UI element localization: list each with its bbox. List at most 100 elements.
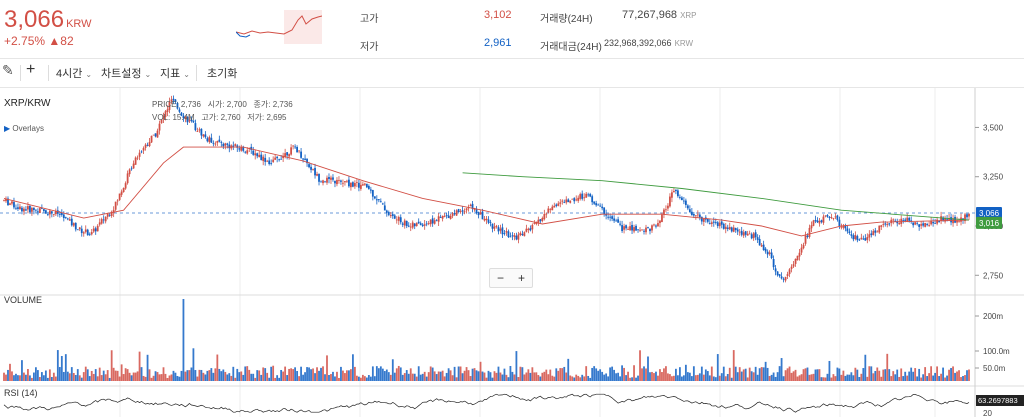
volume-bar <box>11 371 13 381</box>
candle-body <box>856 236 859 241</box>
candle-body <box>752 233 755 239</box>
candle-body <box>718 222 721 227</box>
reset-button[interactable]: 초기화 <box>207 68 238 80</box>
candle-body <box>497 227 500 232</box>
volume-bar <box>322 366 324 381</box>
candle-body <box>350 182 352 188</box>
candle-body <box>274 157 277 160</box>
volume-bar <box>385 369 388 381</box>
rsi-panel-label: RSI (14) <box>4 388 38 398</box>
volume-bar <box>282 371 285 381</box>
candle-body <box>11 201 13 204</box>
candle-body <box>29 205 31 213</box>
volume-bar <box>940 373 942 381</box>
volume-bar <box>625 375 627 381</box>
volume-bar <box>314 373 316 381</box>
candle-body <box>583 197 586 199</box>
volume-bar <box>808 374 811 381</box>
candle-body <box>451 213 454 217</box>
candle-body <box>104 216 107 222</box>
zoom-in-button[interactable]: + <box>517 271 525 285</box>
volume-bar <box>619 376 621 381</box>
candle-body <box>541 218 544 221</box>
volume-bar <box>35 367 37 381</box>
indicators-dropdown[interactable]: 지표 ⌄ <box>160 65 190 81</box>
candle-body <box>884 223 887 225</box>
candle-body <box>485 218 488 221</box>
volume-bar <box>473 368 476 381</box>
volume-bar <box>212 372 215 381</box>
volume-bar <box>956 371 958 381</box>
volume-bar <box>204 374 207 381</box>
volume-bar <box>208 370 211 381</box>
candle-body <box>375 199 378 201</box>
volume-bar <box>457 366 460 381</box>
volume-bar <box>15 373 17 381</box>
volume-bar <box>690 376 693 381</box>
candle-body <box>543 214 546 220</box>
candle-body <box>774 268 777 272</box>
y-tick-label: 3,500 <box>983 123 1004 132</box>
candle-body <box>916 222 919 224</box>
volume-bar <box>583 376 586 381</box>
volume-bar <box>527 369 530 381</box>
candle-body <box>288 154 291 157</box>
ohlc-legend: PRICE: 2,736 시가: 2,700 종가: 2,736 VOL: 15… <box>152 98 293 124</box>
volume-panel-label: VOLUME <box>4 295 42 305</box>
candle-body <box>138 152 141 157</box>
candle-body <box>475 209 478 213</box>
candle-body <box>625 225 627 229</box>
overlays-toggle[interactable]: ▶ Overlays <box>4 124 44 133</box>
candle-body <box>627 228 629 230</box>
candle-body <box>304 158 306 160</box>
volume-bar <box>682 375 685 381</box>
volume-bar <box>421 373 424 381</box>
volume-bar <box>874 371 877 381</box>
volume-tick-label: 100.0m <box>983 347 1010 356</box>
candle-body <box>479 212 482 215</box>
volume-bar <box>507 377 510 381</box>
zoom-out-button[interactable]: − <box>496 271 504 285</box>
volume-bar <box>326 355 328 381</box>
volume-bar <box>144 376 147 381</box>
candle-body <box>796 255 799 261</box>
volume-bar <box>174 372 177 381</box>
interval-dropdown[interactable]: 4시간 ⌄ <box>56 65 92 81</box>
volume-bar <box>692 366 695 381</box>
candle-body <box>371 190 374 197</box>
volume-bar <box>519 366 522 381</box>
candle-body <box>792 264 795 267</box>
candle-body <box>387 212 390 215</box>
volume-bar <box>403 373 406 381</box>
candle-body <box>381 203 384 205</box>
volume-bar <box>312 368 314 381</box>
crosshair-icon[interactable]: + <box>26 61 36 78</box>
candle-body <box>816 220 819 223</box>
candle-body <box>728 226 731 230</box>
volume-bar <box>708 375 711 381</box>
candle-body <box>637 229 639 231</box>
candle-body <box>738 231 741 233</box>
volume-bar <box>300 366 302 381</box>
volume-bar <box>415 376 418 381</box>
candle-body <box>7 198 9 206</box>
volume-bar <box>17 375 19 381</box>
candle-body <box>270 162 273 164</box>
volume-bar <box>489 372 492 381</box>
volume-bar <box>116 370 119 381</box>
pencil-icon[interactable]: ✎ <box>2 62 14 78</box>
candle-body <box>206 138 209 142</box>
candle-body <box>663 209 665 215</box>
chart-settings-dropdown[interactable]: 차트설정 ⌄ <box>101 65 151 81</box>
candle-body <box>958 221 960 223</box>
candle-body <box>509 236 512 238</box>
candle-body <box>417 221 420 224</box>
candle-body <box>136 157 139 159</box>
candle-body <box>521 234 524 236</box>
volume-bar <box>962 376 964 381</box>
candle-body <box>852 235 855 240</box>
volume-bar <box>348 370 350 381</box>
volume-bar <box>128 372 131 381</box>
volume-bar <box>288 368 291 381</box>
